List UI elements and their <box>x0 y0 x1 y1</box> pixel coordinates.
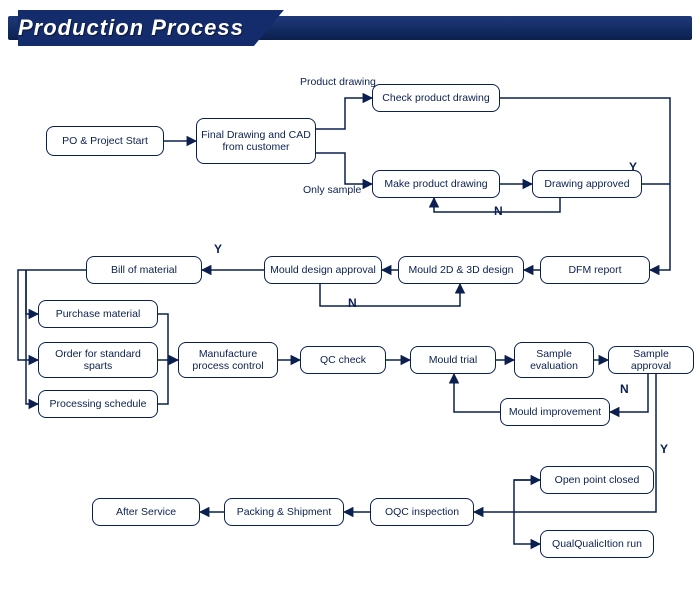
edge-label: N <box>348 296 357 310</box>
edge-label: N <box>494 204 503 218</box>
flow-node-m23d: Mould 2D & 3D design <box>398 256 524 284</box>
edge <box>610 374 648 412</box>
flow-node-mimp: Mould improvement <box>500 398 610 426</box>
flowchart-canvas: PO & Project Start Final Drawing and CAD … <box>0 46 700 606</box>
edge <box>26 270 38 404</box>
edge <box>316 98 372 129</box>
flow-node-check: Check product drawing <box>372 84 500 112</box>
flow-node-mda: Mould design approval <box>264 256 382 284</box>
edge-label: N <box>620 382 629 396</box>
flow-node-pack: Packing & Shipment <box>224 498 344 526</box>
page-title: Production Process <box>18 10 284 46</box>
edge <box>158 314 168 360</box>
free-label: Product drawing <box>300 76 376 88</box>
flow-node-order: Order for standard sparts <box>38 342 158 378</box>
flow-node-oqc: OQC inspection <box>370 498 474 526</box>
edge-label: Y <box>629 160 637 174</box>
flow-node-dfm: DFM report <box>540 256 650 284</box>
flow-node-sapp: Sample approval <box>608 346 694 374</box>
edge <box>514 512 540 544</box>
flow-node-qc: QC check <box>300 346 386 374</box>
edge-label: Y <box>214 242 222 256</box>
edge <box>320 284 460 306</box>
header: Production Process <box>8 10 692 46</box>
edge <box>26 270 38 314</box>
flow-node-purch: Purchase material <box>38 300 158 328</box>
flow-node-bom: Bill of material <box>86 256 202 284</box>
flow-node-trial: Mould trial <box>410 346 496 374</box>
flow-node-qual: QualQualicItion run <box>540 530 654 558</box>
flow-node-makedraw: Make product drawing <box>372 170 500 198</box>
flow-node-sched: Processing schedule <box>38 390 158 418</box>
edge <box>158 360 168 404</box>
edge <box>454 374 500 412</box>
flow-node-po: PO & Project Start <box>46 126 164 156</box>
flow-node-seval: Sample evaluation <box>514 342 594 378</box>
flow-node-mfg: Manufacture process control <box>178 342 278 378</box>
flow-node-after: After Service <box>92 498 200 526</box>
edge <box>316 153 372 184</box>
edge-label: Y <box>660 442 668 456</box>
free-label: Only sample <box>303 184 361 196</box>
flow-node-open: Open point closed <box>540 466 654 494</box>
flow-node-drawapp: Drawing approved <box>532 170 642 198</box>
flow-node-finaldraw: Final Drawing and CAD from customer <box>196 118 316 164</box>
